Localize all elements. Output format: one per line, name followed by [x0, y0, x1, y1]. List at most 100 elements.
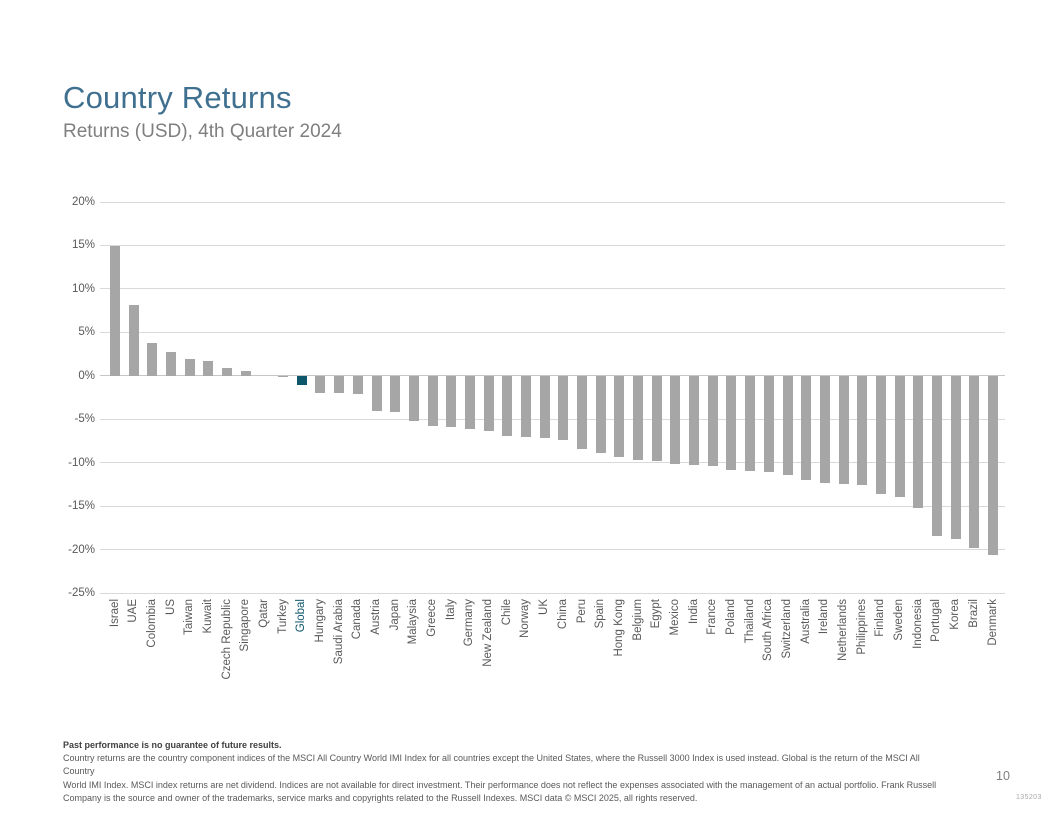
bar-poland — [726, 375, 737, 471]
y-axis-tick-label: 10% — [71, 282, 95, 295]
bar-singapore — [240, 370, 251, 376]
x-label-singapore: Singapore — [239, 599, 252, 652]
x-label-hungary: Hungary — [313, 599, 326, 643]
y-axis-tick-label: -5% — [74, 413, 95, 426]
x-label-thailand: Thailand — [743, 599, 756, 644]
x-label-brazil: Brazil — [967, 599, 980, 628]
y-axis-tick-label: -25% — [68, 587, 95, 599]
gridline — [100, 505, 1005, 507]
x-label-taiwan: Taiwan — [183, 599, 196, 635]
bar-netherlands — [838, 375, 849, 484]
bar-egypt — [651, 375, 662, 461]
bar-brazil — [969, 375, 980, 548]
bar-south-africa — [763, 375, 774, 473]
bar-australia — [801, 375, 812, 481]
gridline — [100, 462, 1005, 464]
x-label-us: US — [164, 599, 177, 615]
x-label-israel: Israel — [108, 599, 121, 628]
bar-india — [689, 375, 700, 466]
bar-taiwan — [184, 359, 195, 376]
x-label-malaysia: Malaysia — [407, 599, 420, 645]
footnote-line: Country returns are the country componen… — [63, 753, 920, 777]
x-label-global: Global — [295, 599, 308, 633]
bar-peru — [577, 375, 588, 449]
page-number: 10 — [996, 769, 1010, 783]
x-label-canada: Canada — [351, 599, 364, 640]
x-label-philippines: Philippines — [855, 599, 868, 655]
bar-france — [707, 375, 718, 467]
page-subtitle: Returns (USD), 4th Quarter 2024 — [63, 121, 342, 142]
x-label-uk: UK — [538, 599, 551, 615]
gridline — [100, 331, 1005, 333]
y-axis-tick-label: -20% — [68, 543, 95, 556]
x-label-spain: Spain — [594, 599, 607, 629]
y-axis-tick-label: 0% — [78, 369, 95, 382]
bar-japan — [390, 375, 401, 413]
x-label-mexico: Mexico — [668, 599, 681, 636]
bar-colombia — [147, 342, 158, 376]
bar-turkey — [278, 375, 289, 377]
x-label-qatar: Qatar — [257, 599, 270, 628]
bar-austria — [371, 375, 382, 411]
x-label-india: India — [687, 599, 700, 624]
bar-global — [296, 375, 307, 386]
x-label-italy: Italy — [444, 599, 457, 621]
gridline — [100, 418, 1005, 420]
gridline — [100, 244, 1005, 246]
y-axis-tick-label: -15% — [68, 500, 95, 513]
bar-israel — [110, 246, 120, 376]
bar-indonesia — [913, 375, 924, 508]
x-label-indonesia: Indonesia — [911, 599, 924, 649]
document-number: 135203 — [1016, 794, 1042, 801]
x-label-chile: Chile — [500, 599, 513, 626]
bar-uae — [128, 304, 139, 376]
bar-philippines — [857, 375, 868, 486]
x-label-kuwait: Kuwait — [201, 599, 214, 634]
x-label-egypt: Egypt — [650, 599, 663, 629]
x-label-switzerland: Switzerland — [781, 599, 793, 659]
x-label-uae: UAE — [127, 599, 140, 623]
bar-hong-kong — [614, 375, 625, 457]
x-label-france: France — [706, 599, 719, 635]
bar-spain — [595, 375, 606, 454]
x-label-portugal: Portugal — [930, 599, 943, 642]
page-title: Country Returns — [63, 80, 292, 115]
footnote: Past performance is no guarantee of futu… — [63, 739, 943, 805]
bar-korea — [950, 375, 961, 540]
bar-new-zealand — [483, 375, 494, 432]
bar-czech-republic — [222, 367, 233, 376]
footnote-bold-line: Past performance is no guarantee of futu… — [63, 740, 282, 750]
bar-hungary — [315, 375, 326, 394]
bar-chile — [502, 375, 513, 436]
bar-norway — [520, 375, 531, 437]
y-axis-tick-label: -10% — [68, 456, 95, 469]
bar-canada — [352, 375, 363, 394]
bar-switzerland — [782, 375, 793, 475]
gridline — [100, 288, 1005, 290]
x-label-germany: Germany — [463, 599, 476, 647]
bar-italy — [446, 375, 457, 428]
x-label-new-zealand: New Zealand — [482, 599, 495, 667]
bar-portugal — [931, 375, 942, 536]
x-label-poland: Poland — [724, 599, 737, 635]
x-label-austria: Austria — [370, 599, 383, 635]
bar-sweden — [894, 375, 905, 498]
x-label-netherlands: Netherlands — [837, 599, 850, 662]
gridline — [100, 201, 1005, 203]
x-label-china: China — [556, 599, 569, 630]
footnote-line: Company is the source and owner of the t… — [63, 792, 698, 803]
x-label-greece: Greece — [426, 599, 439, 637]
bar-belgium — [633, 375, 644, 461]
bar-greece — [427, 375, 438, 427]
bar-saudi-arabia — [334, 375, 345, 394]
x-label-ireland: Ireland — [818, 599, 831, 635]
bar-malaysia — [408, 375, 419, 421]
footnote-line: World IMI Index. MSCI index returns are … — [63, 779, 937, 790]
gridline — [100, 592, 1005, 594]
x-label-saudi-arabia: Saudi Arabia — [332, 599, 345, 665]
bar-china — [558, 375, 569, 441]
bar-denmark — [988, 375, 998, 555]
y-axis-tick-label: 15% — [71, 239, 95, 252]
bar-us — [166, 352, 177, 376]
